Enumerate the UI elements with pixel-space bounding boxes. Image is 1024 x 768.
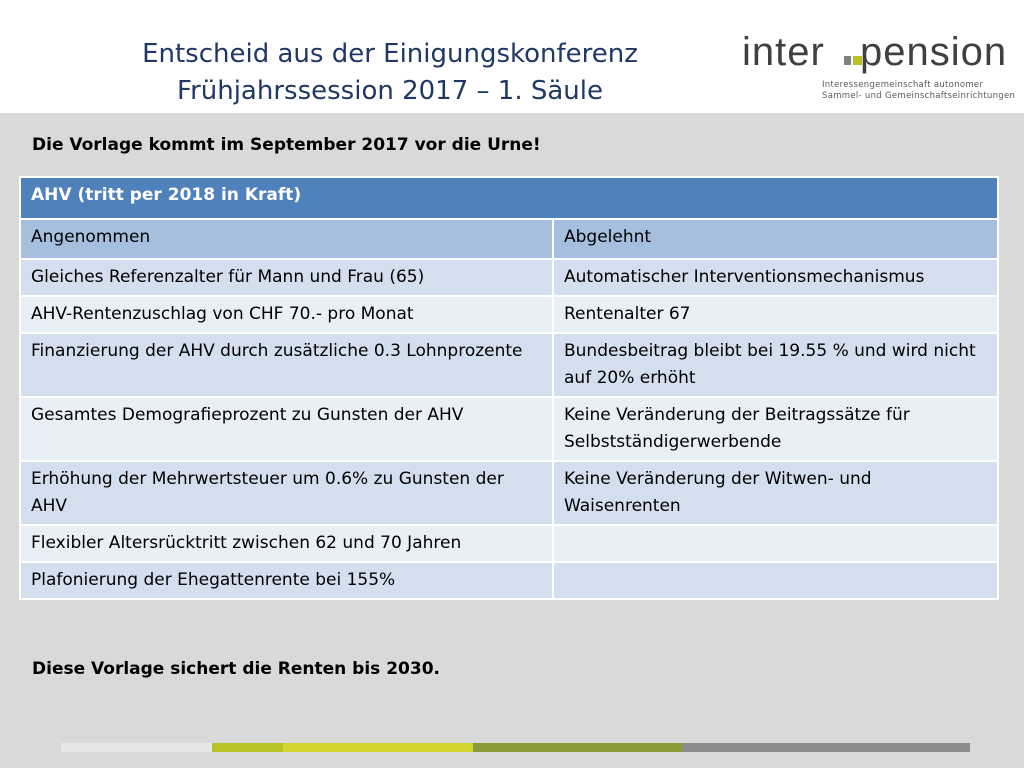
- pension-guarantee-note: Diese Vorlage sichert die Renten bis 203…: [32, 659, 440, 679]
- footer-bar-segment: [473, 743, 682, 752]
- ahv-decision-table: AHV (tritt per 2018 in Kraft) Angenommen…: [18, 176, 1000, 600]
- rejected-cell: Bundesbeitrag bleibt bei 19.55 % und wir…: [551, 332, 1000, 398]
- logo-grey-square-icon: [844, 56, 851, 65]
- table-row: Plafonierung der Ehegattenrente bei 155%: [19, 561, 1000, 600]
- table-title: AHV (tritt per 2018 in Kraft): [18, 176, 1000, 220]
- title-line-2: Frühjahrssession 2017 – 1. Säule: [177, 76, 603, 106]
- accepted-cell: Erhöhung der Mehrwertsteuer um 0.6% zu G…: [19, 460, 554, 526]
- table-row: Gleiches Referenzalter für Mann und Frau…: [19, 258, 1000, 297]
- accepted-cell: Finanzierung der AHV durch zusätzliche 0…: [19, 332, 554, 398]
- table-row: Flexibler Altersrücktritt zwischen 62 un…: [19, 524, 1000, 563]
- column-header-rejected: Abgelehnt: [551, 218, 1000, 260]
- accepted-cell: AHV-Rentenzuschlag von CHF 70.- pro Mona…: [19, 295, 554, 334]
- logo-tagline: Interessengemeinschaft autonomer Sammel-…: [822, 80, 1015, 102]
- rejected-cell: Keine Veränderung der Witwen- und Waisen…: [551, 460, 1000, 526]
- rejected-cell: [551, 561, 1000, 600]
- rejected-cell: Rentenalter 67: [551, 295, 1000, 334]
- accepted-cell: Flexibler Altersrücktritt zwischen 62 un…: [19, 524, 554, 563]
- vote-note: Die Vorlage kommt im September 2017 vor …: [32, 135, 541, 155]
- footer-bar-segment: [682, 743, 970, 752]
- rejected-cell: Automatischer Interventionsmechanismus: [551, 258, 1000, 297]
- rejected-cell: [551, 524, 1000, 563]
- table-row: AHV-Rentenzuschlag von CHF 70.- pro Mona…: [19, 295, 1000, 334]
- accepted-cell: Gesamtes Demografieprozent zu Gunsten de…: [19, 396, 554, 462]
- accepted-cell: Plafonierung der Ehegattenrente bei 155%: [19, 561, 554, 600]
- inter-pension-logo: inter pension Interessengemeinschaft aut…: [742, 30, 1015, 105]
- rejected-cell: Keine Veränderung der Beitragssätze für …: [551, 396, 1000, 462]
- table-header-row: Angenommen Abgelehnt: [19, 218, 1000, 260]
- slide-title: Entscheid aus der Einigungskonferenz Frü…: [140, 36, 640, 110]
- table-title-row: AHV (tritt per 2018 in Kraft): [18, 176, 1000, 220]
- logo-tagline-line-1: Interessengemeinschaft autonomer: [822, 80, 984, 90]
- title-line-1: Entscheid aus der Einigungskonferenz: [142, 39, 638, 69]
- footer-bar-segment: [61, 743, 212, 752]
- logo-green-square-icon: [853, 56, 862, 65]
- footer-bar-segment: [212, 743, 283, 752]
- slide-header: Entscheid aus der Einigungskonferenz Frü…: [0, 0, 1024, 113]
- footer-bar-segment: [283, 743, 473, 752]
- logo-tagline-line-2: Sammel- und Gemeinschaftseinrichtungen: [822, 91, 1016, 101]
- table-row: Finanzierung der AHV durch zusätzliche 0…: [19, 332, 1000, 398]
- column-header-accepted: Angenommen: [19, 218, 554, 260]
- logo-text-pension: pension: [860, 30, 1008, 74]
- table-row: Erhöhung der Mehrwertsteuer um 0.6% zu G…: [19, 460, 1000, 526]
- accepted-cell: Gleiches Referenzalter für Mann und Frau…: [19, 258, 554, 297]
- logo-text-inter: inter: [742, 30, 825, 74]
- table-row: Gesamtes Demografieprozent zu Gunsten de…: [19, 396, 1000, 462]
